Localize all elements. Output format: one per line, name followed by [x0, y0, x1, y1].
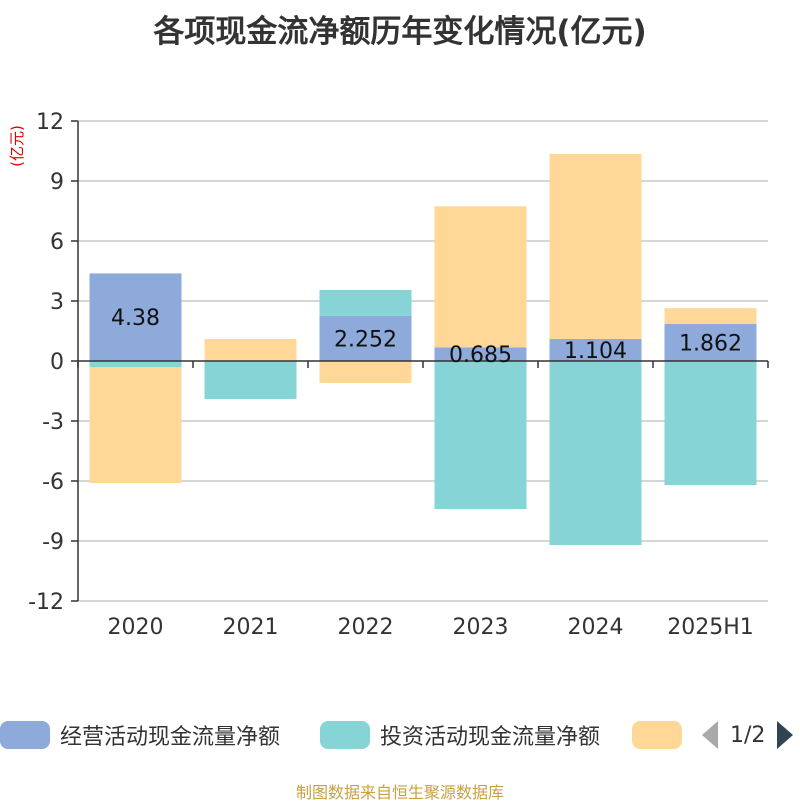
legend-swatch-third [632, 721, 682, 749]
bar-2-2023 [435, 361, 527, 509]
y-tick-label: -9 [42, 530, 64, 555]
data-label-2025H1: 1.862 [679, 331, 742, 356]
data-label-2022: 2.252 [334, 327, 397, 352]
data-label-2020: 4.38 [111, 306, 160, 331]
data-label-2024: 1.104 [564, 339, 627, 364]
legend-page-indicator: 1/2 [730, 723, 765, 748]
x-tick-label: 2025H1 [667, 615, 754, 640]
y-tick-label: -12 [28, 590, 64, 615]
bar-3-2021 [205, 339, 297, 361]
legend-prev-icon[interactable] [702, 721, 718, 749]
legend-item-investing[interactable]: 投资活动现金流量净额 [320, 720, 600, 750]
y-tick-label: 9 [50, 170, 64, 195]
bar-2-2022 [320, 290, 412, 316]
bar-2-2020 [90, 361, 182, 367]
y-tick-label: 3 [50, 290, 64, 315]
legend-next-icon[interactable] [777, 721, 793, 749]
bar-2-2021 [205, 361, 297, 399]
bar-3-2022 [320, 361, 412, 383]
y-tick-label: -6 [42, 470, 64, 495]
y-axis-label: (亿元) [8, 125, 26, 167]
legend-label-operating: 经营活动现金流量净额 [60, 719, 280, 751]
bar-2-2025H1 [665, 361, 757, 485]
legend-pager: 1/2 [702, 718, 793, 752]
y-tick-label: -3 [42, 410, 64, 435]
bar-3-2020 [90, 367, 182, 483]
legend-item-third[interactable] [632, 720, 692, 750]
x-tick-label: 2022 [338, 615, 394, 640]
legend-swatch-investing [320, 721, 370, 749]
bar-chart: 12 9 6 3 0 -3 -6 -9 -12 (亿元) 2020 2021 2022 2023 2024 2… [0, 0, 800, 700]
x-tick-label: 2021 [223, 615, 279, 640]
y-tick-label: 12 [36, 110, 64, 135]
x-tick-label: 2020 [108, 615, 164, 640]
data-label-2023: 0.685 [449, 343, 512, 368]
bar-3-2025H1 [665, 308, 757, 324]
y-tick-label: 0 [50, 350, 64, 375]
legend-label-investing: 投资活动现金流量净额 [380, 719, 600, 751]
data-source-note: 制图数据来自恒生聚源数据库 [0, 779, 800, 803]
legend-swatch-operating [0, 721, 50, 749]
legend: 经营活动现金流量净额 投资活动现金流量净额 1/2 [0, 714, 800, 758]
bar-3-2023 [435, 206, 527, 347]
legend-item-operating[interactable]: 经营活动现金流量净额 [0, 720, 280, 750]
x-tick-label: 2023 [453, 615, 509, 640]
x-tick-label: 2024 [568, 615, 624, 640]
bar-3-2024 [550, 154, 642, 339]
bar-2-2024 [550, 361, 642, 545]
y-tick-label: 6 [50, 230, 64, 255]
